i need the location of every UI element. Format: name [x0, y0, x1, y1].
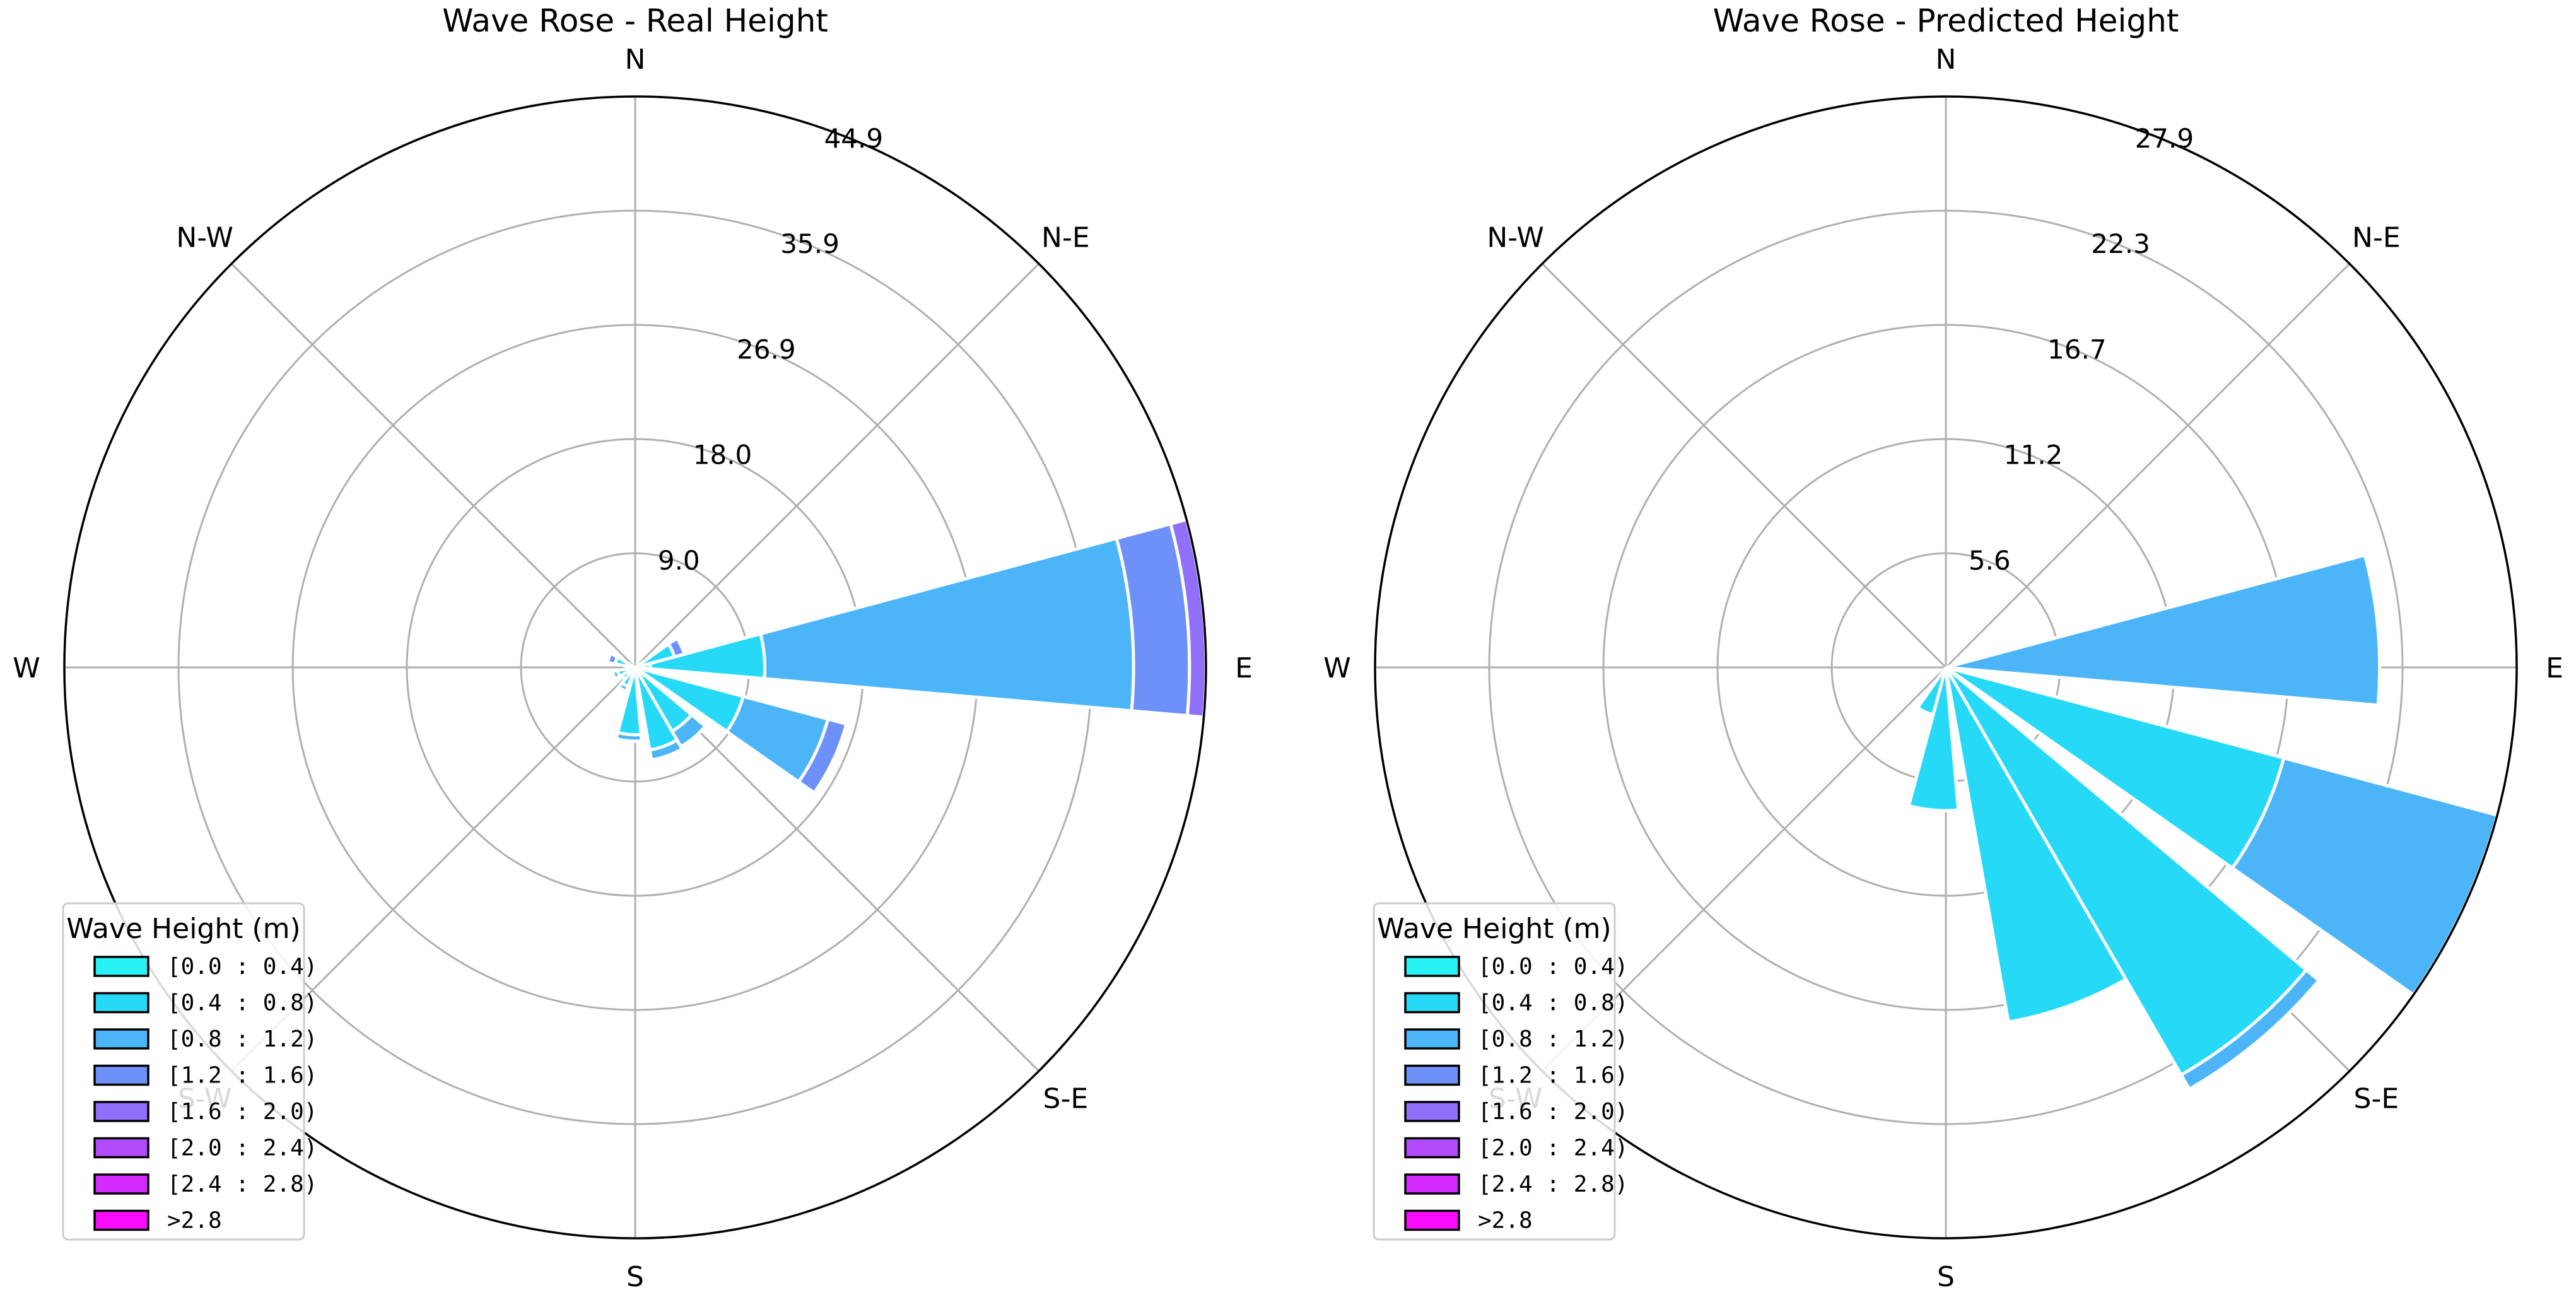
legend-label: >2.8 [167, 1208, 222, 1234]
legend: Wave Height (m) [0.0 : 0.4) [0.4 : 0.8) [0.… [1373, 902, 1628, 1241]
legend-swatch [1404, 1064, 1460, 1086]
radial-tick-label: 18.0 [693, 440, 752, 471]
legend-label: [0.0 : 0.4) [167, 954, 317, 980]
rose-bar-segment [611, 669, 622, 681]
legend-swatch [93, 1173, 149, 1195]
legend-swatch [93, 992, 149, 1014]
legend-label: [1.2 : 1.6) [167, 1063, 317, 1089]
direction-label: S [1937, 1261, 1955, 1290]
direction-spoke [1945, 263, 2350, 669]
rose-bar-segment [616, 681, 631, 694]
radial-tick-label: 16.7 [2047, 334, 2107, 365]
rose-bar-segment [614, 730, 643, 743]
direction-label: W [13, 652, 40, 684]
legend-label: >2.8 [1478, 1208, 1533, 1234]
legend-label: [2.4 : 2.8) [167, 1171, 317, 1197]
legend-label: [1.2 : 1.6) [1478, 1063, 1628, 1089]
legend-label: [2.0 : 2.4) [1478, 1135, 1628, 1161]
wave-rose-panel-1: Wave Rose - Real Height 9.0 18.0 26.9 35.9 44… [13, 3, 1253, 1290]
legend-swatch [1404, 1173, 1460, 1195]
direction-label: E [1235, 652, 1253, 684]
legend-swatch [93, 1137, 149, 1159]
radial-tick-label: 26.9 [737, 334, 796, 365]
legend-label: [0.8 : 1.2) [167, 1026, 317, 1052]
direction-label: S-E [2354, 1082, 2399, 1115]
legend-swatch [93, 1028, 149, 1050]
legend-label: [0.4 : 0.8) [1478, 990, 1628, 1016]
legend-swatch [1404, 1028, 1460, 1050]
chart-title: Wave Rose - Predicted Height [1713, 3, 2179, 39]
direction-label: S [626, 1261, 644, 1290]
legend-title: Wave Height (m) [66, 913, 300, 945]
direction-label: N-W [1487, 222, 1544, 254]
rose-bar-segment [648, 737, 684, 762]
legend-label: [0.8 : 1.2) [1478, 1026, 1628, 1052]
legend-swatch [93, 1064, 149, 1086]
rose-bar-segment [1945, 553, 2382, 707]
legend-swatch [1404, 1209, 1460, 1231]
legend-label: [2.4 : 2.8) [1478, 1171, 1628, 1197]
legend-swatch [1404, 1101, 1460, 1122]
radial-tick-label: 11.2 [2004, 440, 2063, 471]
direction-label: W [1323, 652, 1351, 684]
radial-tick-label: 5.6 [1969, 545, 2011, 576]
legend-swatch [1404, 992, 1460, 1014]
rose-bar-segment [1907, 667, 1960, 812]
legend-label: [1.6 : 2.0) [1478, 1099, 1628, 1125]
direction-label: N-E [1041, 222, 1090, 254]
legend-label: [0.0 : 0.4) [1478, 954, 1628, 980]
radial-tick-label: 27.9 [2135, 123, 2194, 154]
direction-label: N-W [176, 222, 233, 254]
legend-swatch [93, 1209, 149, 1231]
polar-frame [1374, 95, 2518, 1240]
legend-label: [1.6 : 2.0) [167, 1099, 317, 1125]
rose-bar-segment [1944, 666, 2128, 1024]
direction-label: N [1936, 44, 1957, 76]
direction-spoke [1542, 263, 1947, 669]
radial-tick-label: 44.9 [824, 123, 884, 154]
direction-label: S-E [1043, 1082, 1089, 1115]
legend-label: [2.0 : 2.4) [167, 1135, 317, 1161]
rose-bar-segment [606, 651, 620, 666]
direction-spoke [634, 666, 1039, 1072]
rose-bar-segment [670, 712, 708, 749]
rose-bar-segment [2179, 968, 2321, 1091]
radial-tick-label: 35.9 [780, 228, 840, 259]
rose-bar-segment [666, 636, 686, 659]
direction-spoke [634, 263, 1039, 669]
legend-label: [0.4 : 0.8) [167, 990, 317, 1016]
chart-title: Wave Rose - Real Height [442, 3, 828, 39]
legend-title: Wave Height (m) [1377, 913, 1611, 945]
polar-frame [63, 95, 1207, 1240]
radial-tick-label: 9.0 [658, 545, 700, 576]
direction-spoke [231, 263, 636, 669]
legend-swatch [93, 1101, 149, 1122]
wave-rose-panel-2: Wave Rose - Predicted Height 5.6 11.2 16.7 2… [1323, 3, 2563, 1290]
legend-swatch [93, 956, 149, 977]
direction-label: N-E [2352, 222, 2401, 254]
rose-bar-segment [758, 536, 1135, 713]
legend-swatch [1404, 956, 1460, 977]
legend: Wave Height (m) [0.0 : 0.4) [0.4 : 0.8) [0.… [62, 902, 317, 1241]
direction-label: N [625, 44, 646, 76]
radial-tick-label: 22.3 [2091, 228, 2150, 259]
direction-label: E [2546, 652, 2563, 684]
legend-swatch [1404, 1137, 1460, 1159]
rose-bar-segment [796, 717, 848, 795]
